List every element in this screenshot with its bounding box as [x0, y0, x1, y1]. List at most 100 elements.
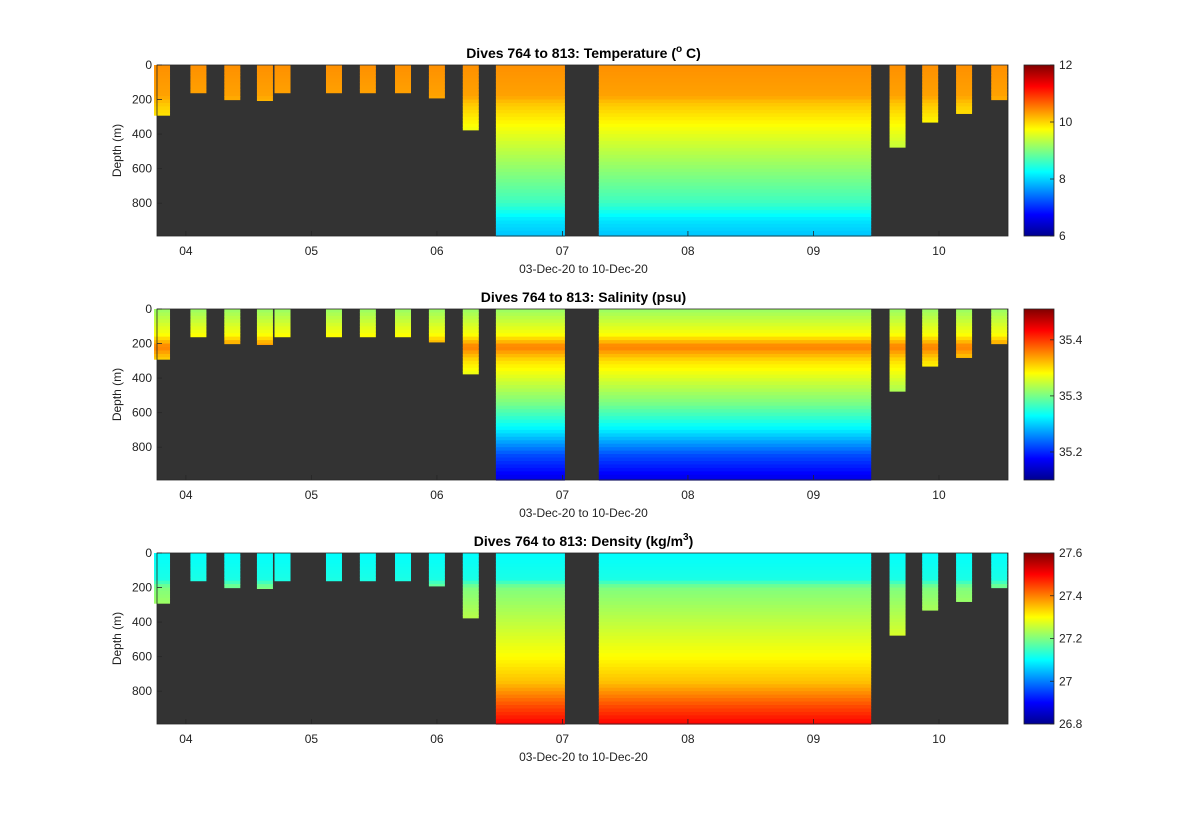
- temperature-cell: [224, 75, 241, 80]
- salinity-cell: [274, 322, 291, 327]
- salinity-cell: [274, 329, 291, 334]
- density-dive-5: [325, 553, 342, 582]
- density-cell: [256, 587, 273, 590]
- temperature-cell: [598, 78, 872, 83]
- salinity-cell: [256, 333, 273, 338]
- density-cell: [889, 553, 906, 558]
- density-profile-block-0: [495, 553, 565, 725]
- density-cell: [495, 577, 565, 582]
- temperature-cell: [889, 130, 906, 135]
- salinity-cell: [224, 329, 241, 334]
- salinity-cell: [598, 474, 872, 479]
- density-y-tick-label: 0: [145, 546, 152, 560]
- salinity-cell: [462, 336, 479, 341]
- density-cell: [395, 553, 412, 558]
- density-colorbar-tick-label: 26.8: [1059, 717, 1083, 731]
- density-cell: [495, 635, 565, 640]
- temperature-cell: [956, 106, 973, 111]
- density-cell: [462, 556, 479, 561]
- density-colorbar-tick-label: 27: [1059, 674, 1073, 688]
- temperature-cell: [889, 92, 906, 97]
- density-cell: [889, 570, 906, 575]
- salinity-cell: [495, 391, 565, 396]
- density-cell: [224, 553, 241, 558]
- temperature-dive-11: [922, 65, 939, 123]
- salinity-cell: [598, 423, 872, 428]
- density-cell: [190, 570, 207, 575]
- temperature-cell: [956, 85, 973, 90]
- temperature-cell: [495, 78, 565, 83]
- density-cell: [991, 580, 1008, 585]
- temperature-cell: [598, 161, 872, 166]
- temperature-x-tick-label: 09: [807, 244, 821, 258]
- temperature-cell: [325, 78, 342, 83]
- salinity-dive-6: [359, 309, 376, 338]
- temperature-cell: [495, 210, 565, 215]
- density-y-tick-label: 600: [132, 650, 152, 664]
- temperature-cell: [395, 68, 412, 73]
- salinity-cell: [462, 353, 479, 358]
- salinity-cell: [495, 471, 565, 476]
- salinity-cell: [325, 329, 342, 334]
- temperature-cell: [359, 82, 376, 87]
- temperature-cell: [256, 75, 273, 80]
- salinity-cell: [462, 319, 479, 324]
- salinity-cell: [598, 391, 872, 396]
- temperature-cell: [190, 82, 207, 87]
- salinity-cell: [598, 329, 872, 334]
- temperature-cell: [462, 113, 479, 118]
- salinity-cell: [956, 350, 973, 355]
- salinity-cell: [325, 319, 342, 324]
- temperature-cell: [956, 65, 973, 70]
- salinity-cell: [495, 343, 565, 348]
- temperature-cell: [991, 78, 1008, 83]
- density-cell: [598, 608, 872, 613]
- density-cell: [462, 559, 479, 564]
- density-cell: [495, 615, 565, 620]
- temperature-cell: [598, 210, 872, 215]
- temperature-cell: [190, 89, 207, 94]
- density-cell: [224, 570, 241, 575]
- density-cell: [598, 708, 872, 713]
- temperature-cell: [889, 103, 906, 108]
- density-cell: [922, 591, 939, 596]
- temperature-colorbar-tick-label: 8: [1059, 172, 1066, 186]
- density-cell: [256, 580, 273, 585]
- density-cell: [274, 559, 291, 564]
- density-cell: [922, 553, 939, 558]
- temperature-cell: [274, 89, 291, 94]
- density-cell: [462, 604, 479, 609]
- salinity-cell: [495, 457, 565, 462]
- temperature-cell: [598, 151, 872, 156]
- density-cell: [154, 563, 171, 568]
- density-cell: [256, 559, 273, 564]
- temperature-cell: [495, 116, 565, 121]
- density-cell: [495, 667, 565, 672]
- salinity-cell: [428, 340, 445, 343]
- salinity-cell: [495, 409, 565, 414]
- salinity-cell: [598, 385, 872, 390]
- temperature-dive-2: [224, 65, 241, 101]
- salinity-cell: [598, 405, 872, 410]
- salinity-x-tick-label: 10: [932, 488, 946, 502]
- temperature-cell: [224, 85, 241, 90]
- density-x-tick-label: 09: [807, 732, 821, 746]
- density-cell: [154, 577, 171, 582]
- density-cell: [462, 601, 479, 606]
- density-cell: [598, 705, 872, 710]
- temperature-cell: [154, 71, 171, 76]
- temperature-cell: [325, 85, 342, 90]
- density-cell: [190, 577, 207, 582]
- density-cell: [598, 632, 872, 637]
- temperature-cell: [495, 82, 565, 87]
- density-cell: [922, 604, 939, 609]
- density-cell: [462, 587, 479, 592]
- temperature-cell: [598, 113, 872, 118]
- density-cell: [395, 577, 412, 582]
- density-cell: [256, 566, 273, 571]
- density-cell: [462, 591, 479, 596]
- temperature-cell: [922, 65, 939, 70]
- temperature-cell: [154, 109, 171, 114]
- temperature-cell: [598, 223, 872, 228]
- density-dive-9: [462, 553, 479, 619]
